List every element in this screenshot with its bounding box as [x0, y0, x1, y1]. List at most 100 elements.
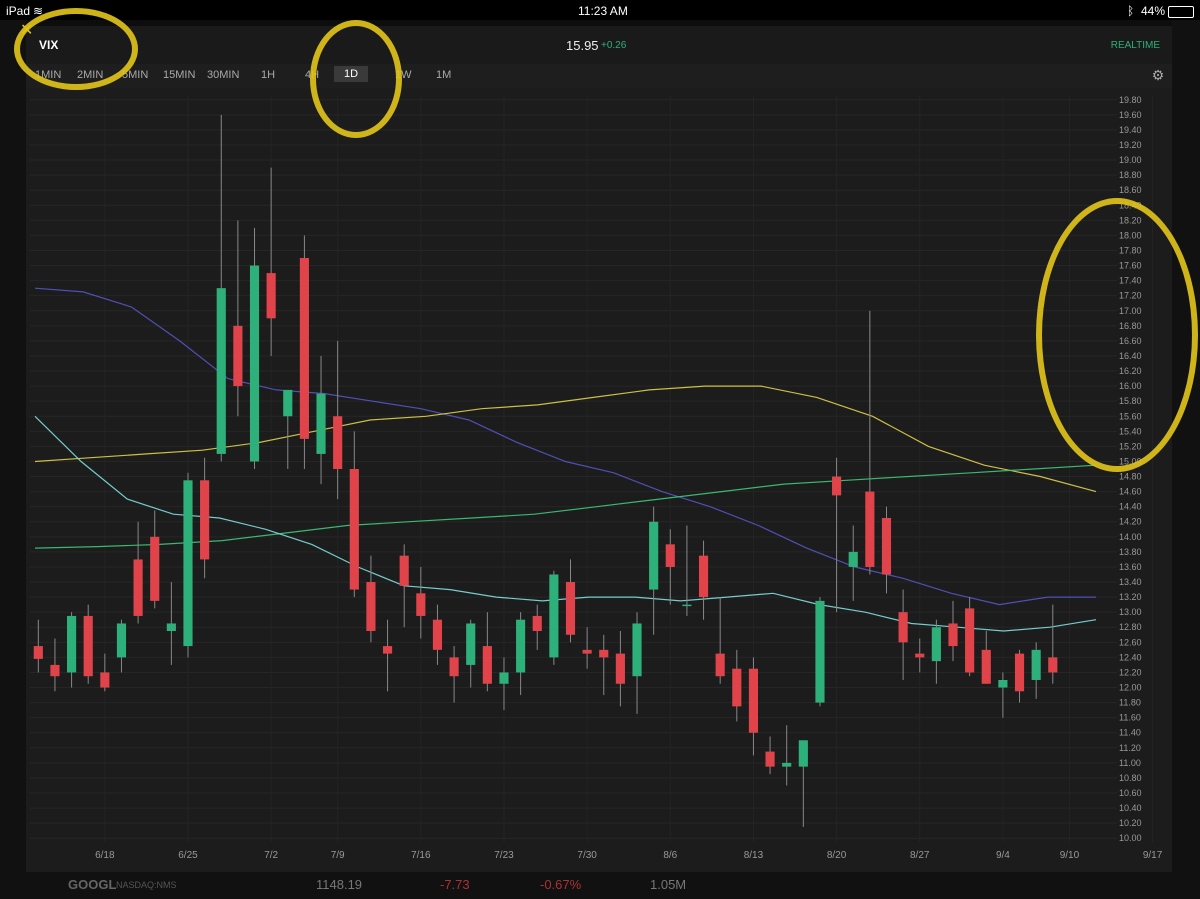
ticker-last: 1148.19	[316, 877, 363, 892]
ticker-exchange: NASDAQ:NMS	[116, 880, 177, 890]
candle-down	[1014, 653, 1025, 692]
ticker-symbol: GOOGL	[68, 877, 117, 892]
background-app-right	[1172, 20, 1200, 899]
candle-down	[382, 646, 393, 654]
y-tick-label: 12.40	[1119, 652, 1142, 662]
clock: 11:23 AM	[578, 4, 628, 18]
x-tick-label: 9/10	[1060, 850, 1080, 861]
candle-down	[565, 582, 576, 635]
candle-up	[499, 672, 509, 684]
y-tick-label: 14.20	[1119, 517, 1142, 527]
tab-30min[interactable]: 30MIN	[207, 69, 240, 81]
candle-down	[50, 664, 60, 677]
y-tick-label: 11.40	[1119, 728, 1141, 738]
candle-down	[416, 593, 426, 616]
candle-up	[183, 480, 193, 647]
x-tick-label: 7/30	[577, 850, 597, 861]
candle-down	[1048, 657, 1058, 673]
y-tick-label: 14.40	[1119, 502, 1142, 512]
y-tick-label: 18.80	[1119, 170, 1142, 180]
price-chart[interactable]: 10.00 10.20 10.40 10.60 10.80 11.00 11.20 11.40…	[26, 90, 1172, 872]
last-price: 15.95	[566, 38, 599, 53]
candle-down	[133, 559, 143, 616]
chart-background	[26, 90, 1172, 872]
candle-up	[782, 762, 792, 767]
candle-up	[249, 265, 260, 462]
candle-up	[632, 623, 642, 677]
candle-down	[865, 491, 875, 567]
tab-15min[interactable]: 15MIN	[163, 69, 196, 81]
x-tick-label: 6/25	[178, 850, 198, 861]
battery-level: 44%	[1141, 4, 1166, 18]
candle-up	[682, 604, 692, 607]
ticker-change-pct: -0.67%	[540, 877, 582, 892]
candle-down	[200, 480, 210, 560]
candle-up	[549, 574, 559, 658]
y-tick-label: 12.20	[1119, 667, 1142, 677]
y-tick-label: 19.40	[1119, 125, 1142, 135]
y-tick-label: 13.60	[1119, 562, 1142, 572]
y-tick-label: 13.40	[1119, 577, 1142, 587]
x-tick-label: 7/9	[331, 850, 345, 861]
candle-down	[233, 325, 243, 387]
x-tick-label: 8/6	[663, 850, 677, 861]
x-tick-label: 6/18	[95, 850, 115, 861]
highlight-circle-symbol	[14, 8, 138, 90]
x-tick-label: 9/17	[1143, 850, 1163, 861]
candle-down	[915, 653, 925, 658]
moving-average-line	[34, 385, 1097, 493]
candle-down	[100, 672, 110, 688]
candle-down	[333, 416, 343, 469]
status-bar: iPad ≋ 11:23 AM ᛒ 44%	[0, 0, 1200, 20]
price-change: +0.26	[601, 40, 627, 51]
x-tick-label: 7/23	[494, 850, 514, 861]
candle-up	[516, 619, 526, 673]
ticker-change: -7.73	[440, 877, 470, 892]
tab-5min[interactable]: 5MIN	[122, 69, 149, 81]
candle-down	[732, 668, 742, 707]
wifi-icon: ≋	[33, 4, 44, 18]
candle-down	[965, 608, 975, 673]
candle-down	[399, 555, 409, 586]
gear-icon[interactable]: ⚙	[1151, 67, 1165, 83]
candle-down	[748, 668, 759, 733]
battery-icon	[1168, 6, 1194, 18]
realtime-label: REALTIME	[1110, 40, 1160, 51]
candle-up	[798, 740, 808, 767]
bluetooth-icon: ᛒ	[1127, 4, 1135, 18]
y-tick-label: 12.60	[1119, 637, 1142, 647]
device-name: iPad	[6, 4, 31, 18]
candle-down	[665, 544, 675, 567]
candle-down	[582, 649, 592, 654]
bottom-ticker-row[interactable]: GOOGL NASDAQ:NMS 1148.19 -7.73 -0.67% 1.…	[26, 872, 1172, 899]
candle-down	[449, 657, 459, 677]
candle-down	[432, 619, 443, 650]
candle-up	[998, 679, 1008, 688]
background-app-left	[0, 20, 26, 899]
candle-down	[981, 649, 991, 684]
y-tick-label: 12.80	[1119, 622, 1142, 632]
moving-average-line	[34, 287, 1096, 606]
y-tick-label: 10.40	[1119, 803, 1142, 813]
x-tick-label: 8/20	[827, 850, 847, 861]
y-tick-label: 11.80	[1119, 698, 1141, 708]
y-tick-label: 10.00	[1119, 833, 1142, 843]
y-tick-label: 11.00	[1119, 758, 1141, 768]
candle-up	[466, 623, 476, 665]
candle-up	[67, 615, 77, 673]
candle-down	[266, 273, 276, 319]
candle-down	[881, 517, 892, 575]
candle-down	[532, 615, 542, 632]
candle-up	[848, 551, 858, 567]
tab-1h[interactable]: 1H	[261, 69, 276, 81]
x-tick-label: 9/4	[996, 850, 1010, 861]
candle-up	[283, 389, 293, 417]
timeframe-bar: 1MIN 2MIN 5MIN 15MIN 30MIN 1H 4H 1D 1W 1…	[26, 64, 1172, 88]
tab-1m[interactable]: 1M	[436, 69, 452, 81]
candle-down	[615, 653, 625, 684]
candle-down	[33, 646, 43, 659]
y-tick-label: 14.00	[1119, 532, 1142, 542]
candle-up	[216, 288, 226, 454]
candle-down	[83, 615, 93, 677]
y-tick-label: 13.20	[1119, 592, 1142, 602]
